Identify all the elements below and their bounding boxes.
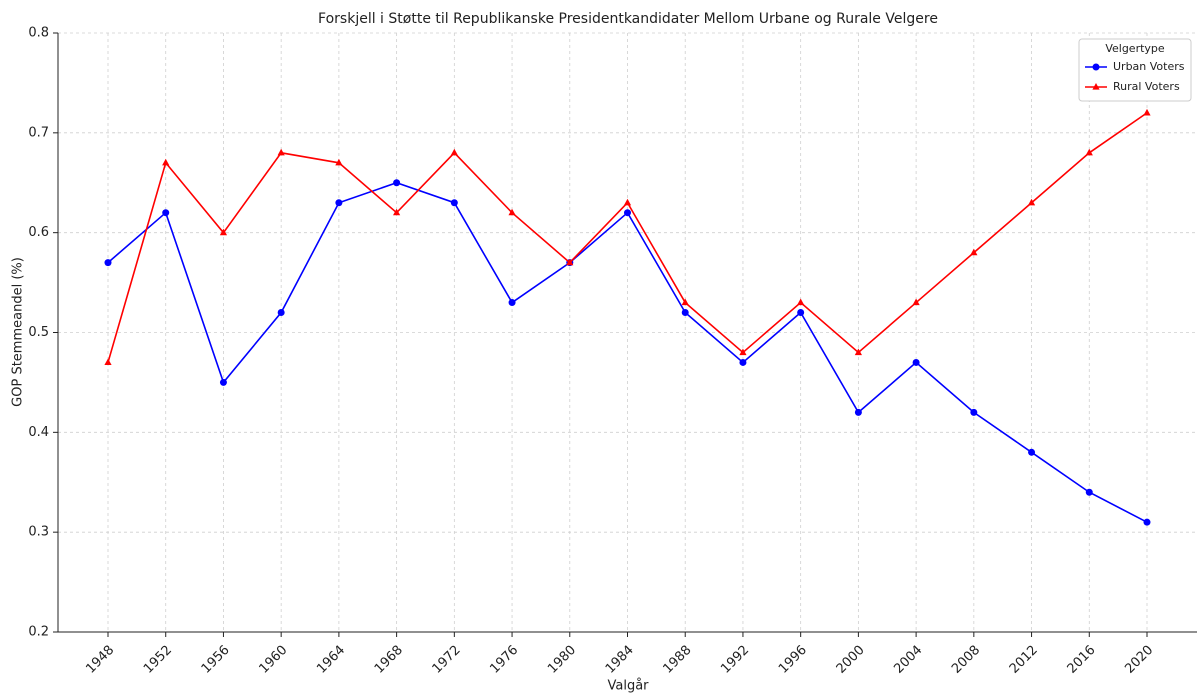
data-point [508, 208, 516, 216]
data-point [854, 348, 862, 356]
data-point [393, 179, 401, 187]
data-point [797, 298, 805, 306]
legend-title: Velgertype [1105, 42, 1165, 55]
x-tick-label: 2016 [1065, 643, 1099, 677]
x-tick-label: 1976 [487, 643, 521, 677]
legend-marker [1092, 83, 1100, 90]
data-point [1085, 488, 1093, 496]
legend-marker [1092, 63, 1100, 71]
data-point [1085, 148, 1093, 156]
data-point [393, 208, 401, 216]
x-tick-label: 1992 [718, 643, 752, 677]
data-point [219, 378, 227, 386]
y-axis-label: GOP Stemmeandel (%) [11, 257, 26, 407]
x-tick-label: 1996 [776, 643, 810, 677]
chart-title: Forskjell i Støtte til Republikanske Pre… [318, 11, 938, 27]
data-point [219, 228, 228, 236]
data-point [566, 258, 574, 266]
data-point [162, 158, 170, 166]
x-tick-label: 1956 [199, 643, 233, 677]
data-point [1028, 448, 1036, 456]
data-point [970, 248, 978, 256]
legend-box [1078, 38, 1192, 102]
x-tick-label: 2008 [949, 643, 983, 677]
data-point [277, 309, 285, 317]
y-tick-label: 0.2 [28, 625, 49, 640]
data-point [1027, 198, 1036, 206]
data-point [450, 148, 458, 156]
x-tick-label: 1980 [545, 643, 579, 677]
x-tick-label: 1960 [256, 643, 290, 677]
x-tick-label: 2012 [1007, 643, 1041, 677]
data-point [854, 408, 862, 416]
data-point [970, 408, 978, 416]
data-point [104, 358, 112, 366]
data-point [335, 199, 343, 207]
data-point [508, 299, 516, 307]
data-point [623, 198, 632, 206]
x-tick-label: 2000 [834, 643, 868, 677]
y-tick-label: 0.4 [28, 425, 49, 440]
data-point [104, 259, 112, 267]
data-point [912, 298, 920, 306]
y-tick-label: 0.8 [28, 26, 49, 41]
x-axis-label: Valgår [607, 679, 649, 694]
data-point [1143, 518, 1151, 526]
data-point [681, 298, 689, 306]
x-tick-label: 2020 [1122, 643, 1156, 677]
x-tick-label: 1968 [372, 643, 406, 677]
data-point [797, 309, 805, 317]
x-tick-label: 1988 [661, 643, 695, 677]
y-tick-label: 0.5 [28, 325, 49, 340]
data-point [162, 209, 170, 217]
legend-label: Urban Voters [1113, 60, 1185, 73]
x-tick-label: 1984 [603, 643, 637, 677]
x-tick-label: 1964 [314, 643, 348, 677]
x-tick-label: 1948 [83, 643, 117, 677]
data-point [277, 148, 285, 156]
data-point [739, 358, 747, 366]
x-tick-label: 1972 [430, 643, 464, 677]
data-point [624, 209, 631, 217]
y-tick-label: 0.6 [28, 225, 49, 240]
data-point [335, 158, 343, 166]
data-point [681, 309, 689, 317]
y-tick-label: 0.3 [28, 525, 49, 540]
data-point [739, 348, 747, 356]
data-point [1143, 108, 1151, 116]
x-tick-label: 1952 [141, 643, 175, 677]
x-tick-label: 2004 [891, 643, 925, 677]
data-point [450, 199, 458, 207]
data-point [912, 358, 920, 366]
y-tick-label: 0.7 [28, 125, 49, 140]
legend-label: Rural Voters [1113, 80, 1180, 93]
